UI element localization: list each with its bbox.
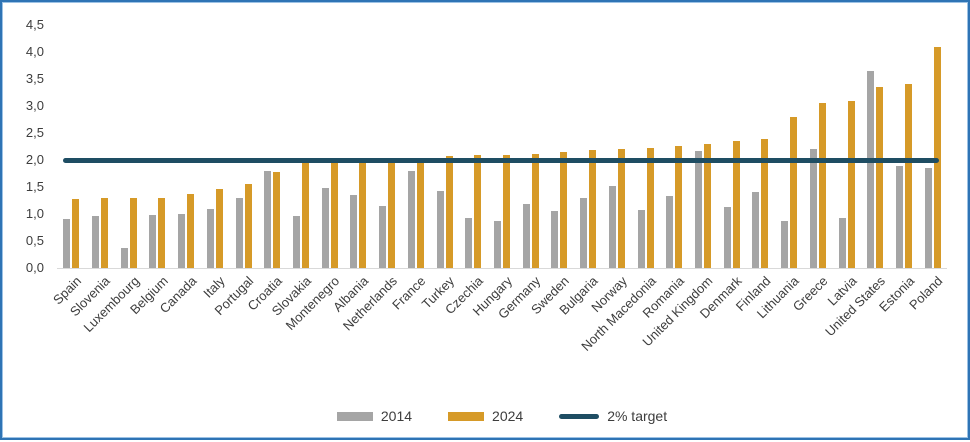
bar-2024-hungary: [503, 155, 510, 268]
bar-2014-netherlands: [379, 206, 386, 268]
bar-2024-albania: [359, 163, 366, 268]
y-tick-label-1_0: 1,0: [25, 206, 44, 221]
bar-2014-slovenia: [92, 216, 99, 268]
bar-2024-netherlands: [388, 162, 395, 268]
bar-2024-estonia: [905, 84, 912, 268]
y-tick-label-4_0: 4,0: [25, 44, 44, 59]
x-axis-line: [57, 268, 947, 269]
bar-2014-poland: [925, 168, 932, 268]
bar-2024-portugal: [245, 184, 252, 268]
y-tick-label-3_5: 3,5: [25, 71, 44, 86]
bar-2024-canada: [187, 194, 194, 268]
bar-2014-portugal: [236, 198, 243, 268]
bar-2024-belgium: [158, 198, 165, 268]
y-tick-label-0_0: 0,0: [25, 260, 44, 275]
bar-2014-montenegro: [322, 188, 329, 268]
bar-2014-spain: [63, 219, 70, 268]
bar-2014-slovakia: [293, 216, 300, 268]
bar-2024-finland: [761, 139, 768, 268]
bar-2024-united-states: [876, 87, 883, 268]
bar-2014-estonia: [896, 166, 903, 268]
bar-2024-denmark: [733, 141, 740, 268]
bar-2014-finland: [752, 192, 759, 268]
bar-2024-poland: [934, 47, 941, 268]
bar-2024-slovakia: [302, 163, 309, 268]
bar-2024-greece: [819, 103, 826, 268]
bar-2024-latvia: [848, 101, 855, 268]
bar-2014-lithuania: [781, 221, 788, 268]
bar-2014-hungary: [494, 221, 501, 268]
bar-2024-germany: [532, 154, 539, 268]
bar-2014-denmark: [724, 207, 731, 268]
bar-2024-italy: [216, 189, 223, 268]
y-tick-label-2_5: 2,5: [25, 125, 44, 140]
bar-2024-montenegro: [331, 163, 338, 268]
legend-swatch-2014-icon: [336, 411, 373, 421]
legend-swatch-target-icon: [559, 413, 600, 419]
bar-2014-italy: [207, 209, 214, 268]
bar-2014-bulgaria: [580, 198, 587, 268]
bar-2014-france: [408, 171, 415, 268]
legend-label-target: 2% target: [607, 408, 668, 424]
chart-legend: 2014 2024 2% target: [57, 403, 947, 429]
bar-2014-north-macedonia: [638, 210, 645, 268]
legend-label-2014: 2014: [380, 408, 413, 424]
bar-2024-spain: [72, 199, 79, 268]
y-tick-label-2_0: 2,0: [25, 152, 44, 167]
legend-item-2014: 2014: [336, 408, 413, 424]
bar-2024-croatia: [273, 172, 280, 268]
bar-2024-slovenia: [101, 198, 108, 268]
bar-2024-luxembourg: [130, 198, 137, 268]
bar-2014-luxembourg: [121, 248, 128, 268]
legend-item-2024: 2024: [448, 408, 523, 424]
y-tick-label-3_0: 3,0: [25, 98, 44, 113]
y-tick-label-4_5: 4,5: [25, 17, 44, 32]
bar-2014-germany: [523, 204, 530, 268]
y-tick-label-0_5: 0,5: [25, 233, 44, 248]
bar-2024-france: [417, 160, 424, 268]
bar-2014-belgium: [149, 215, 156, 268]
bar-2014-romania: [666, 196, 673, 268]
bar-2014-united-states: [867, 71, 874, 268]
legend-swatch-2024-icon: [448, 411, 485, 421]
bar-2014-canada: [178, 214, 185, 268]
y-tick-label-1_5: 1,5: [25, 179, 44, 194]
bar-2014-czechia: [465, 218, 472, 268]
bar-2014-sweden: [551, 211, 558, 268]
bar-2014-greece: [810, 149, 817, 268]
bar-2024-romania: [675, 146, 682, 268]
bar-2014-norway: [609, 186, 616, 268]
legend-label-2024: 2024: [492, 408, 524, 424]
legend-item-target: 2% target: [559, 408, 667, 424]
bar-2014-albania: [350, 195, 357, 268]
bar-2024-turkey: [446, 156, 453, 268]
bar-2024-lithuania: [790, 117, 797, 268]
bar-2014-latvia: [839, 218, 846, 268]
bar-2024-united-kingdom: [704, 144, 711, 268]
bar-2024-bulgaria: [589, 150, 596, 268]
bar-2014-turkey: [437, 191, 444, 268]
bar-2024-sweden: [560, 152, 567, 268]
bar-2014-croatia: [264, 171, 271, 268]
bar-2024-norway: [618, 149, 625, 268]
bar-2024-czechia: [474, 155, 481, 268]
target-line: [63, 158, 939, 163]
bar-2014-united-kingdom: [695, 151, 702, 268]
bar-2024-north-macedonia: [647, 148, 654, 268]
